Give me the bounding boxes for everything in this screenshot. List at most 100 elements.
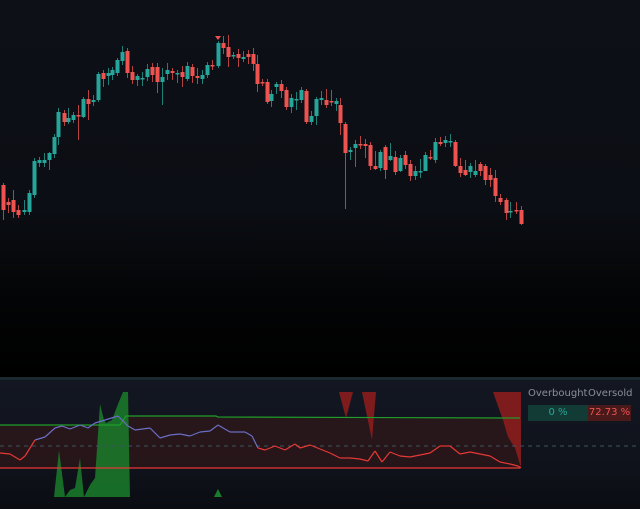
- oscillator-segment: [61, 425, 71, 430]
- overbought-value: 0 %: [528, 405, 588, 421]
- candle: [343, 122, 348, 209]
- candle: [498, 194, 503, 205]
- oscillator-segment: [87, 422, 96, 429]
- oscillator-segment: [19, 455, 26, 461]
- oscillator-segment: [359, 458, 369, 462]
- candle: [428, 150, 433, 160]
- candle: [150, 63, 155, 82]
- candle: [37, 157, 42, 167]
- oscillator-segment: [374, 450, 383, 463]
- oscillator-segment: [209, 424, 219, 432]
- oscillator-segment: [299, 444, 311, 449]
- oscillator-segment: [9, 453, 21, 461]
- upper-band-line: [0, 415, 521, 426]
- oscillator-segment: [349, 457, 361, 460]
- candle: [473, 160, 478, 177]
- pane-separator[interactable]: [0, 377, 640, 380]
- bear-spike: [362, 392, 376, 440]
- candle: [76, 105, 81, 140]
- oscillator-segment: [189, 431, 201, 437]
- candle: [463, 160, 468, 176]
- candle: [236, 49, 241, 67]
- candle: [66, 108, 71, 124]
- candle: [1, 183, 6, 220]
- sell-signal-marker: [215, 36, 221, 40]
- candle: [508, 202, 513, 218]
- oscillator-segment: [294, 443, 301, 449]
- candle: [246, 50, 251, 64]
- oscillator-segment: [264, 445, 276, 451]
- candle: [309, 111, 314, 125]
- candle: [27, 190, 32, 215]
- candle: [358, 136, 363, 149]
- oscillator-segment: [104, 415, 119, 421]
- candle: [413, 166, 418, 180]
- candle: [294, 92, 299, 110]
- candle: [185, 62, 190, 81]
- candle: [458, 158, 463, 177]
- candle: [453, 140, 458, 167]
- oscillator-segment: [217, 424, 231, 433]
- price-chart-pane[interactable]: [0, 0, 640, 377]
- ob-os-table: Overbought Oversold 0 % 72.73 %: [528, 388, 633, 421]
- candle: [251, 48, 256, 71]
- candle: [205, 62, 210, 78]
- candle: [175, 70, 180, 83]
- candle: [334, 98, 339, 111]
- oscillator-segment: [179, 433, 191, 437]
- candle: [378, 150, 383, 171]
- candle: [170, 68, 175, 80]
- bull-signal-marker: [214, 489, 222, 497]
- candle: [140, 72, 145, 86]
- candle: [284, 87, 289, 110]
- candle: [338, 98, 343, 135]
- candle: [125, 48, 130, 78]
- oscillator-segment: [517, 465, 522, 469]
- candle: [110, 67, 115, 80]
- candle: [274, 82, 279, 94]
- oscillator-segment: [509, 463, 519, 467]
- candle: [180, 66, 185, 87]
- candle: [56, 108, 61, 145]
- candle: [314, 97, 319, 125]
- oscillator-segment: [24, 439, 36, 457]
- oscillator-segment: [117, 415, 129, 427]
- candle: [16, 205, 21, 218]
- candle: [483, 164, 488, 185]
- oscillator-segment: [54, 425, 63, 429]
- oscillator-segment: [134, 427, 151, 431]
- candle: [418, 159, 423, 178]
- candle: [101, 70, 106, 87]
- candle: [299, 87, 304, 103]
- candle: [319, 91, 324, 105]
- candle: [22, 200, 27, 215]
- candle: [81, 97, 86, 118]
- oscillator-segment: [499, 461, 511, 465]
- oscillator-segment: [69, 424, 81, 430]
- oversold-value: 72.73 %: [588, 405, 631, 421]
- candle: [96, 72, 101, 102]
- candle: [221, 36, 226, 54]
- oscillator-segment: [429, 445, 441, 454]
- oscillator-segment: [399, 455, 411, 458]
- candle: [289, 94, 294, 113]
- oscillator-segment: [169, 433, 181, 436]
- oscillator-segment: [469, 451, 481, 455]
- candle: [200, 70, 205, 84]
- candle: [383, 145, 388, 179]
- oscillator-segment: [0, 452, 11, 455]
- candlestick-series: [1, 35, 524, 225]
- candle: [348, 147, 353, 160]
- candle: [155, 63, 160, 93]
- candle: [265, 79, 270, 104]
- candle: [443, 136, 448, 147]
- oscillator-segment: [459, 451, 471, 455]
- oscillator-segment: [149, 427, 161, 439]
- candle: [368, 142, 373, 170]
- oscillator-segment: [127, 425, 136, 431]
- candle: [329, 90, 334, 106]
- candle: [86, 90, 91, 120]
- candle: [488, 168, 493, 187]
- candle: [493, 170, 498, 202]
- bull-spikes: [54, 392, 130, 497]
